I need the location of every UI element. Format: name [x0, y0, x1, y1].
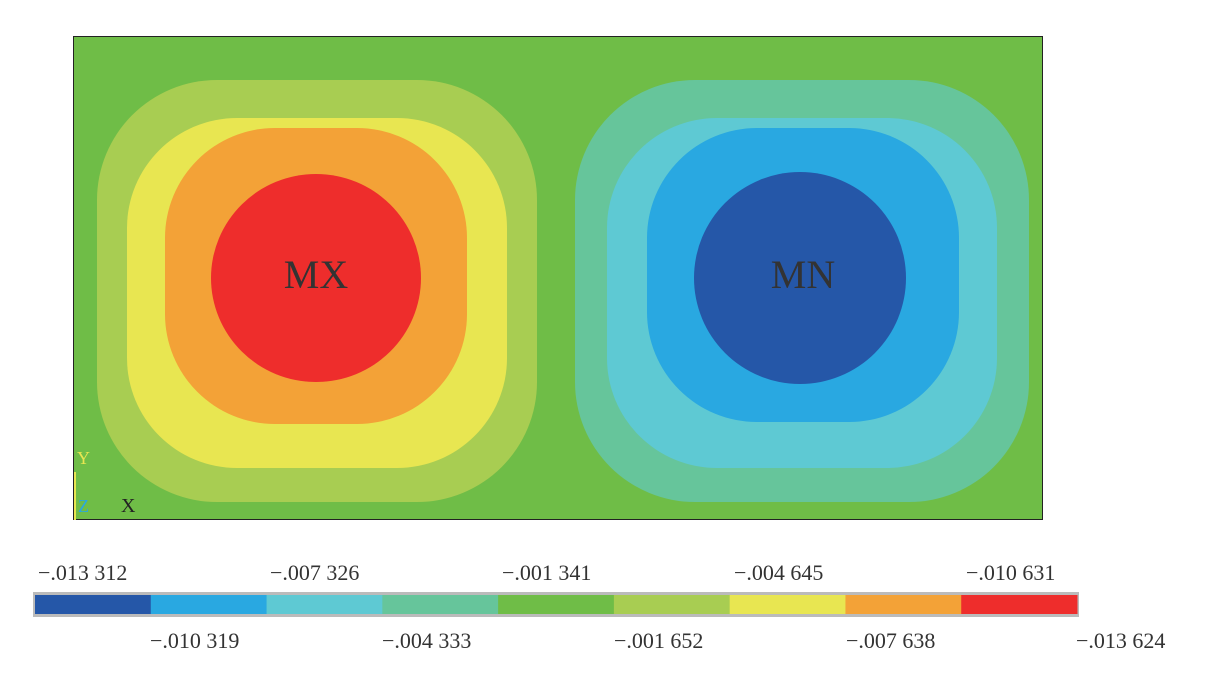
contour-plot-svg: MX MN Y Z X [73, 36, 1043, 520]
legend-swatch [498, 595, 615, 614]
min-marker-label: MN [771, 252, 835, 297]
min-contour-group [575, 80, 1029, 502]
legend-swatch [382, 595, 499, 614]
legend-swatch [150, 595, 268, 614]
axis-label-z: Z [78, 496, 89, 516]
legend-swatch [35, 595, 152, 614]
legend-swatch [961, 595, 1078, 614]
legend-swatch [729, 595, 846, 614]
min-band-4 [694, 172, 906, 384]
max-contour-group [97, 80, 537, 502]
legend-swatch [613, 595, 731, 614]
legend-swatch [845, 595, 962, 614]
legend-swatch [266, 595, 383, 614]
axis-label-x: X [121, 495, 136, 517]
axis-label-y: Y [77, 448, 90, 468]
legend-swatches [35, 595, 1078, 614]
max-marker-label: MX [284, 252, 349, 297]
max-band-4 [211, 174, 421, 382]
contour-plot: MX MN Y Z X [73, 36, 1043, 520]
